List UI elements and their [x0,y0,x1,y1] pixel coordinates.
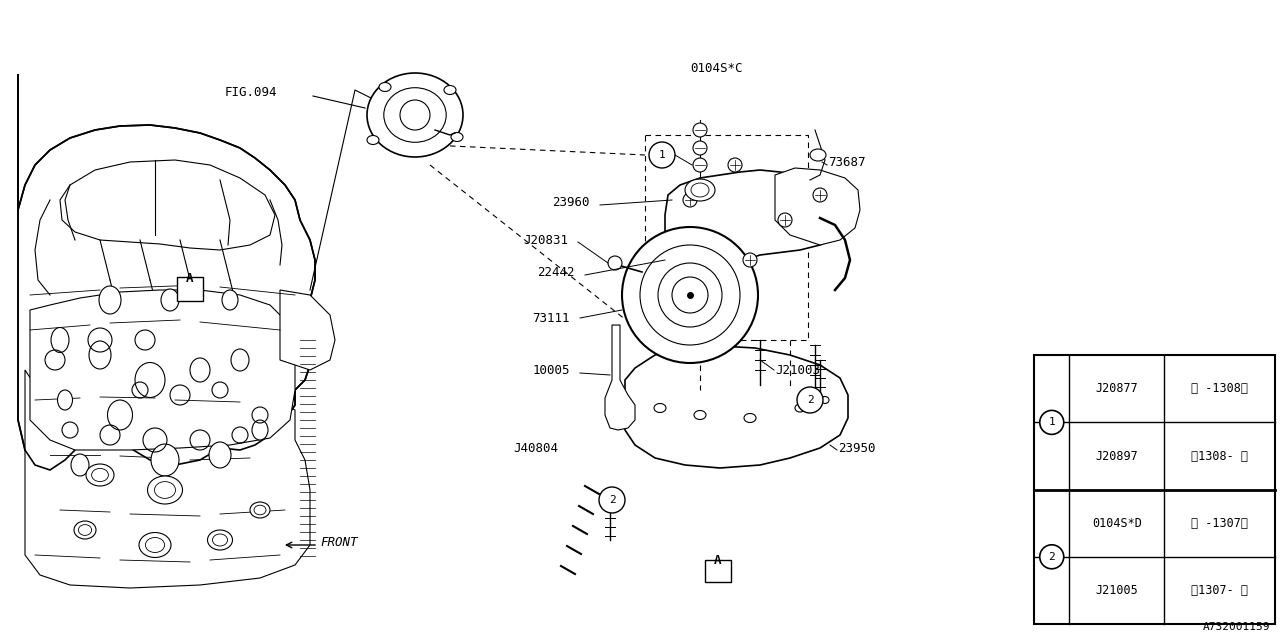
Ellipse shape [820,397,829,403]
Text: 2: 2 [1048,552,1055,562]
Ellipse shape [379,83,390,92]
Ellipse shape [108,400,133,430]
Polygon shape [666,170,840,262]
Ellipse shape [134,362,165,397]
Ellipse shape [252,420,268,440]
Text: 2: 2 [608,495,616,505]
Text: 〈1308- 〉: 〈1308- 〉 [1192,449,1248,463]
Ellipse shape [70,454,90,476]
Ellipse shape [795,404,805,412]
Text: 0104S*D: 0104S*D [1092,516,1142,530]
Ellipse shape [51,328,69,353]
Ellipse shape [685,179,716,201]
Circle shape [692,158,707,172]
Ellipse shape [654,403,666,413]
Ellipse shape [189,358,210,382]
Ellipse shape [161,289,179,311]
Polygon shape [26,370,310,588]
Text: J20877: J20877 [1096,382,1138,396]
Circle shape [797,387,823,413]
FancyBboxPatch shape [705,560,731,582]
Circle shape [399,100,430,130]
Ellipse shape [146,538,165,552]
Circle shape [692,123,707,137]
Circle shape [622,227,758,363]
Ellipse shape [384,88,447,142]
Ellipse shape [367,73,463,157]
Ellipse shape [140,532,172,557]
Text: 73687: 73687 [828,156,865,168]
Polygon shape [625,346,849,468]
Text: A: A [187,271,193,285]
Circle shape [1039,410,1064,435]
Text: A732001159: A732001159 [1202,622,1270,632]
Text: 0104S*C: 0104S*C [690,61,742,74]
Circle shape [813,188,827,202]
Text: 1: 1 [659,150,666,160]
Circle shape [640,245,740,345]
Ellipse shape [230,349,250,371]
Ellipse shape [367,136,379,145]
Polygon shape [280,290,335,370]
Polygon shape [774,168,860,245]
Text: 22442: 22442 [538,266,575,278]
Text: 73111: 73111 [532,312,570,324]
Ellipse shape [250,502,270,518]
Circle shape [728,158,742,172]
Ellipse shape [58,390,73,410]
Ellipse shape [212,534,228,546]
Ellipse shape [90,341,111,369]
Ellipse shape [151,444,179,476]
Circle shape [692,141,707,155]
Bar [1034,355,1275,624]
Polygon shape [605,325,635,430]
Circle shape [672,277,708,313]
Circle shape [608,256,622,270]
Ellipse shape [221,290,238,310]
Circle shape [599,487,625,513]
Ellipse shape [253,505,266,515]
Text: 〈1307- 〉: 〈1307- 〉 [1192,584,1248,597]
Text: A: A [714,554,722,566]
Circle shape [649,142,675,168]
Text: J20897: J20897 [1096,449,1138,463]
Polygon shape [18,75,315,470]
Ellipse shape [209,442,230,468]
Text: 2: 2 [806,395,813,405]
Ellipse shape [810,149,826,161]
Text: 〈 -1307〉: 〈 -1307〉 [1192,516,1248,530]
Ellipse shape [694,410,707,419]
Circle shape [778,213,792,227]
Text: J40804: J40804 [513,442,558,454]
Circle shape [684,193,698,207]
Text: J21003: J21003 [774,364,820,376]
Text: 10005: 10005 [532,364,570,376]
Ellipse shape [78,525,92,536]
Circle shape [1039,545,1064,569]
Ellipse shape [74,521,96,539]
Ellipse shape [691,183,709,197]
Text: J20831: J20831 [524,234,568,246]
Text: FRONT: FRONT [320,536,357,550]
Text: FIG.094: FIG.094 [225,86,278,99]
Ellipse shape [86,464,114,486]
FancyBboxPatch shape [177,277,204,301]
Ellipse shape [92,468,109,481]
Ellipse shape [99,286,122,314]
Ellipse shape [207,530,233,550]
Text: J21005: J21005 [1096,584,1138,597]
Ellipse shape [147,476,183,504]
Polygon shape [29,290,294,450]
Polygon shape [60,160,275,250]
Ellipse shape [451,132,463,141]
Circle shape [658,263,722,327]
Text: 1: 1 [1048,417,1055,428]
Ellipse shape [155,481,175,499]
Circle shape [742,253,756,267]
Ellipse shape [744,413,756,422]
Ellipse shape [444,86,456,95]
Text: 23960: 23960 [553,195,590,209]
Text: 〈 -1308〉: 〈 -1308〉 [1192,382,1248,396]
Text: 23950: 23950 [838,442,876,454]
